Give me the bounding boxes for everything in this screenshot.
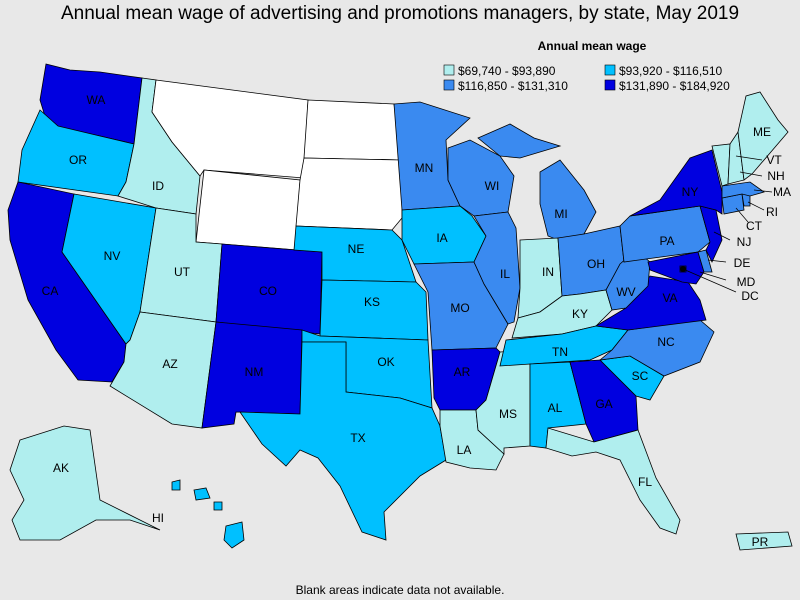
label-VT: VT (766, 153, 782, 167)
legend-swatch-3 (604, 79, 616, 91)
state-PR (735, 531, 793, 551)
state-WY (195, 169, 301, 251)
label-LA: LA (457, 443, 472, 457)
state-MI-upper (477, 123, 562, 159)
label-IL: IL (500, 267, 510, 281)
state-HI (171, 479, 245, 549)
label-CO: CO (259, 284, 277, 298)
state-KS (319, 279, 429, 341)
label-CT: CT (746, 219, 763, 233)
label-TX: TX (350, 431, 365, 445)
label-PA: PA (659, 234, 674, 248)
state-WV (605, 249, 651, 311)
label-MD: MD (737, 275, 756, 289)
legend-swatch-1 (604, 64, 616, 76)
legend-label-0: $69,740 - $93,890 (458, 64, 556, 78)
label-ID: ID (152, 179, 164, 193)
label-IA: IA (436, 231, 447, 245)
state-IL (473, 211, 521, 325)
state-MA (721, 181, 765, 199)
label-NV: NV (104, 249, 121, 263)
label-MO: MO (450, 301, 469, 315)
label-DE: DE (734, 256, 751, 270)
label-KY: KY (572, 307, 588, 321)
label-OH: OH (587, 257, 605, 271)
state-SD (295, 157, 403, 231)
label-MS: MS (499, 407, 517, 421)
label-OR: OR (69, 153, 87, 167)
legend-swatch-2 (443, 79, 455, 91)
label-AZ: AZ (162, 357, 177, 371)
label-IN: IN (542, 265, 554, 279)
label-CA: CA (42, 284, 59, 298)
label-DC: DC (741, 289, 759, 303)
label-NM: NM (245, 365, 264, 379)
label-RI: RI (766, 205, 778, 219)
state-NY (629, 149, 723, 217)
legend-title: Annual mean wage (538, 39, 647, 53)
label-WA: WA (87, 93, 106, 107)
label-NJ: NJ (737, 235, 752, 249)
state-FL (545, 427, 681, 535)
legend-label-1: $93,920 - $116,510 (619, 64, 723, 78)
label-OK: OK (377, 355, 394, 369)
label-WV: WV (616, 285, 635, 299)
label-VA: VA (662, 291, 677, 305)
label-PR: PR (752, 535, 769, 549)
footnote: Blank areas indicate data not available. (296, 583, 505, 597)
state-TX (239, 341, 447, 541)
label-SC: SC (632, 369, 649, 383)
label-NH: NH (767, 169, 784, 183)
legend-label-2: $116,850 - $131,310 (458, 79, 568, 93)
label-ME: ME (753, 125, 771, 139)
map-title: Annual mean wage of advertising and prom… (61, 3, 739, 24)
label-AL: AL (548, 401, 563, 415)
legend-swatch-0 (443, 64, 455, 76)
state-ND (303, 99, 403, 161)
legend-label-3: $131,890 - $184,920 (619, 79, 730, 93)
state-DE (697, 249, 713, 273)
label-UT: UT (174, 265, 191, 279)
label-AR: AR (454, 365, 471, 379)
state-labels: WA OR CA NV ID UT AZ CO NM NE KS OK TX M… (42, 93, 791, 549)
label-MN: MN (415, 161, 434, 175)
label-HI: HI (152, 511, 164, 525)
label-GA: GA (595, 397, 612, 411)
states-layer (7, 63, 793, 551)
label-AK: AK (53, 461, 69, 475)
label-WI: WI (485, 179, 500, 193)
label-FL: FL (638, 475, 652, 489)
label-NY: NY (682, 185, 699, 199)
label-TN: TN (552, 345, 568, 359)
legend: Annual mean wage $69,740 - $93,890 $93,9… (443, 39, 730, 93)
label-NC: NC (657, 335, 675, 349)
label-KS: KS (364, 295, 380, 309)
label-MI: MI (554, 207, 567, 221)
label-MA: MA (773, 185, 791, 199)
label-NE: NE (348, 242, 365, 256)
state-AK (9, 425, 161, 541)
state-MI (539, 159, 597, 241)
